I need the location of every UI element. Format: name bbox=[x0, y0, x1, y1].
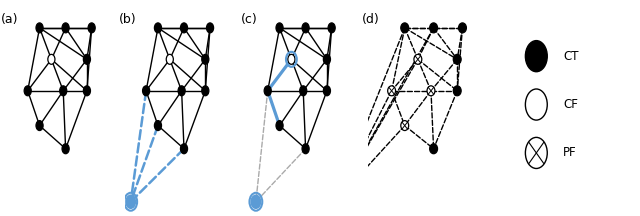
Circle shape bbox=[24, 86, 31, 96]
Circle shape bbox=[83, 86, 90, 96]
Circle shape bbox=[178, 86, 185, 96]
Circle shape bbox=[202, 86, 209, 96]
Circle shape bbox=[525, 89, 547, 120]
Circle shape bbox=[276, 23, 283, 33]
Circle shape bbox=[323, 86, 330, 96]
Circle shape bbox=[180, 23, 188, 33]
Circle shape bbox=[62, 144, 69, 154]
Circle shape bbox=[143, 86, 150, 96]
Circle shape bbox=[154, 121, 161, 130]
Circle shape bbox=[414, 54, 422, 64]
Circle shape bbox=[276, 121, 283, 130]
Circle shape bbox=[302, 23, 309, 33]
Circle shape bbox=[88, 23, 95, 33]
Circle shape bbox=[458, 23, 467, 33]
Circle shape bbox=[288, 54, 295, 64]
Text: (d): (d) bbox=[362, 13, 379, 26]
Text: CF: CF bbox=[563, 98, 578, 111]
Circle shape bbox=[525, 137, 547, 168]
Circle shape bbox=[48, 54, 55, 64]
Circle shape bbox=[154, 23, 161, 33]
Circle shape bbox=[166, 54, 173, 64]
Circle shape bbox=[302, 144, 309, 154]
Circle shape bbox=[202, 54, 209, 64]
Circle shape bbox=[207, 23, 214, 33]
Circle shape bbox=[180, 144, 188, 154]
Text: (b): (b) bbox=[119, 13, 136, 26]
Text: PF: PF bbox=[563, 146, 577, 159]
Text: CT: CT bbox=[563, 50, 579, 63]
Circle shape bbox=[300, 86, 307, 96]
Circle shape bbox=[126, 195, 135, 208]
Circle shape bbox=[429, 23, 438, 33]
Text: (c): (c) bbox=[241, 13, 257, 26]
Circle shape bbox=[427, 86, 435, 96]
Circle shape bbox=[332, 197, 339, 207]
Text: (a): (a) bbox=[1, 13, 18, 26]
Circle shape bbox=[401, 23, 409, 33]
Circle shape bbox=[453, 86, 461, 96]
Circle shape bbox=[62, 23, 69, 33]
Circle shape bbox=[323, 54, 330, 64]
Circle shape bbox=[429, 144, 438, 154]
Circle shape bbox=[388, 86, 396, 96]
Circle shape bbox=[252, 195, 260, 208]
Circle shape bbox=[83, 54, 90, 64]
Circle shape bbox=[60, 86, 67, 96]
Circle shape bbox=[525, 41, 547, 72]
Circle shape bbox=[36, 23, 43, 33]
Circle shape bbox=[264, 86, 271, 96]
Circle shape bbox=[36, 121, 43, 130]
Circle shape bbox=[328, 23, 335, 33]
Circle shape bbox=[401, 121, 409, 130]
Circle shape bbox=[453, 54, 461, 64]
